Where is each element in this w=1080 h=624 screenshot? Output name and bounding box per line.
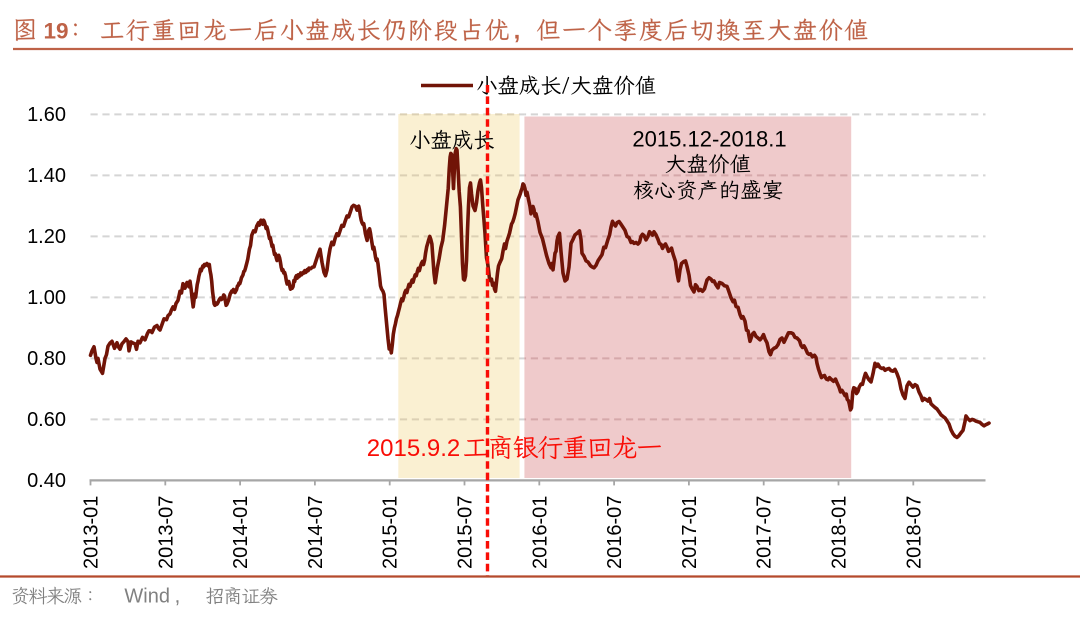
svg-text:2013-07: 2013-07 [155,496,177,569]
svg-text:0.40: 0.40 [27,470,66,492]
svg-text:1.20: 1.20 [27,226,66,248]
svg-text:2015.12-2018.1: 2015.12-2018.1 [632,127,786,152]
svg-text:2017-01: 2017-01 [679,496,701,569]
svg-text:0.80: 0.80 [27,348,66,370]
svg-text:2015-01: 2015-01 [380,496,402,569]
svg-text:0.60: 0.60 [27,409,66,431]
svg-text:1.40: 1.40 [27,165,66,187]
svg-text:2016-01: 2016-01 [529,496,551,569]
svg-text:2018-07: 2018-07 [903,496,925,569]
svg-text:2017-07: 2017-07 [754,496,776,569]
svg-text:,: , [514,18,521,45]
svg-text:19: 19 [44,19,69,44]
svg-text:Wind: Wind [124,586,170,608]
svg-text:,: , [175,585,181,608]
svg-text:2016-07: 2016-07 [604,496,626,569]
svg-text:2013-01: 2013-01 [81,496,103,569]
svg-text:2018-01: 2018-01 [829,496,851,569]
svg-text:1.00: 1.00 [27,287,66,309]
svg-text:2015.9.2: 2015.9.2 [367,435,460,462]
svg-text:1.60: 1.60 [27,104,66,126]
svg-text:2015-07: 2015-07 [455,496,477,569]
svg-text:2014-01: 2014-01 [230,496,252,569]
svg-text:2014-07: 2014-07 [305,496,327,569]
